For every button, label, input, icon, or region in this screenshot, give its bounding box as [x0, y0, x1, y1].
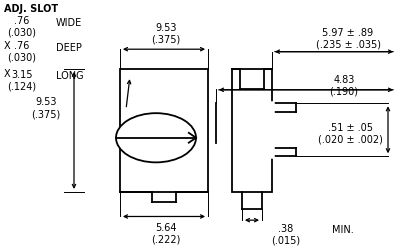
Text: .51 ± .05
(.020 ± .002): .51 ± .05 (.020 ± .002) — [318, 123, 382, 145]
Text: 4.83
(.190): 4.83 (.190) — [330, 75, 358, 97]
Text: .38
(.015): .38 (.015) — [272, 224, 300, 246]
Text: DEEP: DEEP — [56, 43, 82, 53]
Text: 5.97 ± .89
(.235 ± .035): 5.97 ± .89 (.235 ± .035) — [316, 28, 380, 50]
Text: X: X — [4, 69, 11, 79]
Circle shape — [116, 113, 196, 162]
Text: LONG: LONG — [56, 71, 84, 81]
Text: ADJ. SLOT: ADJ. SLOT — [4, 4, 58, 14]
Text: 5.64
(.222): 5.64 (.222) — [151, 223, 181, 244]
Bar — [232, 69, 272, 192]
Text: 9.53
(.375): 9.53 (.375) — [151, 23, 181, 45]
Text: 9.53
(.375): 9.53 (.375) — [31, 97, 61, 119]
Text: .76
(.030): .76 (.030) — [8, 41, 36, 62]
Text: X: X — [4, 41, 11, 50]
Text: WIDE: WIDE — [56, 18, 82, 29]
Text: .76
(.030): .76 (.030) — [8, 16, 36, 38]
Text: 3.15
(.124): 3.15 (.124) — [8, 70, 36, 92]
Text: MIN.: MIN. — [332, 225, 354, 235]
Bar — [120, 69, 208, 192]
